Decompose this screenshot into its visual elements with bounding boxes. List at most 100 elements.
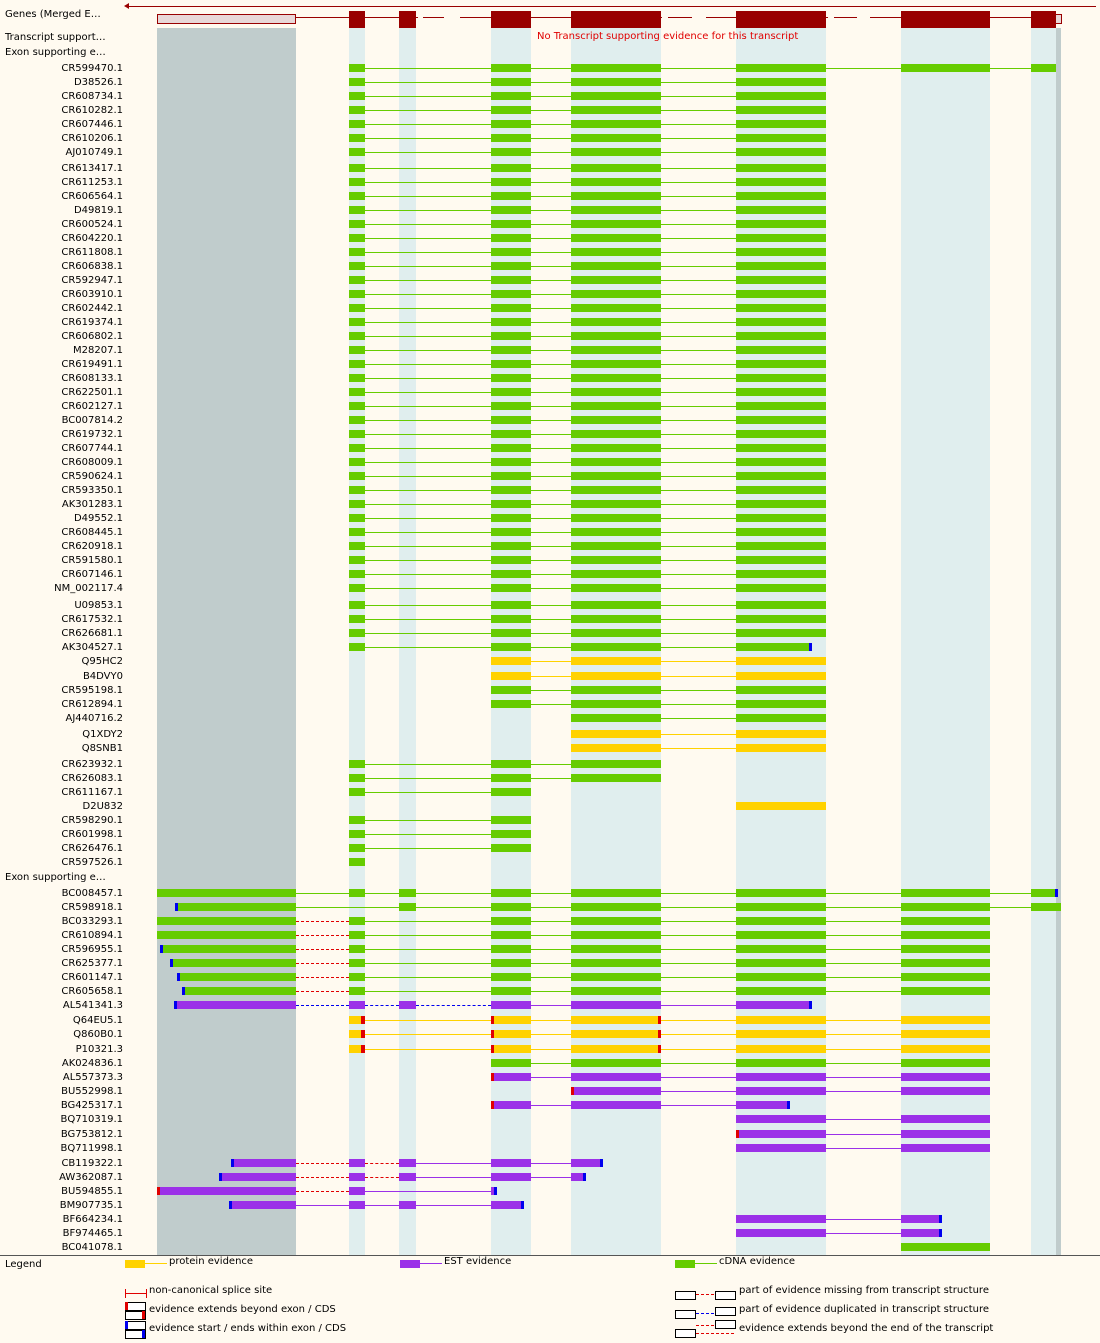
evidence-block[interactable] bbox=[736, 1144, 826, 1152]
evidence-block[interactable] bbox=[901, 1016, 990, 1024]
evidence-block[interactable] bbox=[349, 514, 365, 522]
evidence-block[interactable] bbox=[491, 1016, 531, 1024]
evidence-label[interactable]: CR619732.1 bbox=[61, 429, 123, 440]
evidence-block[interactable] bbox=[736, 1001, 812, 1009]
evidence-block[interactable] bbox=[349, 134, 365, 142]
evidence-block[interactable] bbox=[901, 1229, 942, 1237]
evidence-block[interactable] bbox=[736, 178, 826, 186]
evidence-label[interactable]: CR597526.1 bbox=[61, 857, 123, 868]
evidence-block[interactable] bbox=[736, 1229, 826, 1237]
evidence-block[interactable] bbox=[571, 276, 661, 284]
evidence-label[interactable]: U09853.1 bbox=[74, 600, 123, 611]
evidence-block[interactable] bbox=[571, 148, 661, 156]
evidence-block[interactable] bbox=[571, 1045, 661, 1053]
evidence-block[interactable] bbox=[736, 730, 826, 738]
evidence-block[interactable] bbox=[491, 318, 531, 326]
evidence-label[interactable]: CR622501.1 bbox=[61, 387, 123, 398]
evidence-block[interactable] bbox=[736, 629, 826, 637]
evidence-block[interactable] bbox=[571, 1087, 661, 1095]
evidence-block[interactable] bbox=[349, 148, 365, 156]
evidence-block[interactable] bbox=[571, 542, 661, 550]
evidence-block[interactable] bbox=[491, 584, 531, 592]
evidence-block[interactable] bbox=[571, 416, 661, 424]
evidence-label[interactable]: CR602442.1 bbox=[61, 303, 123, 314]
evidence-block[interactable] bbox=[491, 360, 531, 368]
evidence-block[interactable] bbox=[349, 973, 365, 981]
evidence-block[interactable] bbox=[901, 903, 990, 911]
evidence-block[interactable] bbox=[571, 744, 661, 752]
evidence-block[interactable] bbox=[736, 106, 826, 114]
evidence-block[interactable] bbox=[571, 1030, 661, 1038]
evidence-block[interactable] bbox=[349, 290, 365, 298]
evidence-block[interactable] bbox=[491, 945, 531, 953]
evidence-block[interactable] bbox=[349, 788, 365, 796]
evidence-block[interactable] bbox=[736, 1101, 790, 1109]
evidence-label[interactable]: CR608133.1 bbox=[61, 373, 123, 384]
evidence-block[interactable] bbox=[491, 64, 531, 72]
evidence-block[interactable] bbox=[349, 1045, 365, 1053]
evidence-block[interactable] bbox=[349, 945, 365, 953]
evidence-block[interactable] bbox=[901, 1243, 990, 1251]
evidence-label[interactable]: CR610894.1 bbox=[61, 930, 123, 941]
evidence-block[interactable] bbox=[571, 643, 661, 651]
evidence-block[interactable] bbox=[349, 528, 365, 536]
evidence-label[interactable]: BF974465.1 bbox=[62, 1228, 123, 1239]
evidence-block[interactable] bbox=[736, 78, 826, 86]
evidence-block[interactable] bbox=[349, 816, 365, 824]
evidence-block[interactable] bbox=[491, 192, 531, 200]
evidence-block[interactable] bbox=[736, 332, 826, 340]
evidence-block[interactable] bbox=[182, 987, 296, 995]
evidence-block[interactable] bbox=[349, 206, 365, 214]
evidence-block[interactable] bbox=[229, 1201, 296, 1209]
evidence-block[interactable] bbox=[491, 700, 531, 708]
evidence-label[interactable]: BC041078.1 bbox=[61, 1242, 123, 1253]
evidence-label[interactable]: Q8SNB1 bbox=[81, 743, 123, 754]
evidence-label[interactable]: BU552998.1 bbox=[61, 1086, 123, 1097]
evidence-block[interactable] bbox=[901, 987, 990, 995]
evidence-block[interactable] bbox=[571, 220, 661, 228]
evidence-label[interactable]: CR600524.1 bbox=[61, 219, 123, 230]
evidence-block[interactable] bbox=[349, 444, 365, 452]
gene-exon[interactable] bbox=[491, 11, 531, 28]
evidence-block[interactable] bbox=[571, 444, 661, 452]
evidence-label[interactable]: NM_002117.4 bbox=[54, 583, 123, 594]
evidence-block[interactable] bbox=[571, 486, 661, 494]
evidence-label[interactable]: CR598290.1 bbox=[61, 815, 123, 826]
evidence-block[interactable] bbox=[571, 584, 661, 592]
evidence-block[interactable] bbox=[571, 959, 661, 967]
evidence-label[interactable]: CR608445.1 bbox=[61, 527, 123, 538]
evidence-block[interactable] bbox=[349, 1016, 365, 1024]
evidence-block[interactable] bbox=[349, 959, 365, 967]
evidence-block[interactable] bbox=[571, 262, 661, 270]
evidence-block[interactable] bbox=[349, 332, 365, 340]
evidence-block[interactable] bbox=[571, 178, 661, 186]
evidence-block[interactable] bbox=[491, 830, 531, 838]
evidence-block[interactable] bbox=[399, 1201, 416, 1209]
evidence-block[interactable] bbox=[399, 1001, 416, 1009]
evidence-label[interactable]: CR619374.1 bbox=[61, 317, 123, 328]
evidence-block[interactable] bbox=[736, 700, 826, 708]
evidence-block[interactable] bbox=[349, 64, 365, 72]
evidence-block[interactable] bbox=[491, 903, 531, 911]
evidence-block[interactable] bbox=[571, 248, 661, 256]
evidence-block[interactable] bbox=[491, 178, 531, 186]
evidence-label[interactable]: CB119322.1 bbox=[61, 1158, 123, 1169]
evidence-block[interactable] bbox=[736, 64, 826, 72]
evidence-block[interactable] bbox=[571, 1173, 586, 1181]
evidence-label[interactable]: BC033293.1 bbox=[61, 916, 123, 927]
evidence-block[interactable] bbox=[571, 570, 661, 578]
evidence-block[interactable] bbox=[491, 788, 531, 796]
evidence-block[interactable] bbox=[571, 1159, 603, 1167]
evidence-block[interactable] bbox=[736, 444, 826, 452]
evidence-label[interactable]: AL557373.3 bbox=[62, 1072, 123, 1083]
transcript-support-label[interactable]: Transcript support… bbox=[5, 32, 106, 43]
evidence-block[interactable] bbox=[349, 486, 365, 494]
evidence-block[interactable] bbox=[736, 542, 826, 550]
evidence-block[interactable] bbox=[736, 1016, 826, 1024]
evidence-block[interactable] bbox=[349, 1159, 365, 1167]
evidence-block[interactable] bbox=[736, 304, 826, 312]
evidence-block[interactable] bbox=[901, 1059, 990, 1067]
evidence-block[interactable] bbox=[571, 304, 661, 312]
evidence-block[interactable] bbox=[736, 917, 826, 925]
evidence-block[interactable] bbox=[571, 686, 661, 694]
